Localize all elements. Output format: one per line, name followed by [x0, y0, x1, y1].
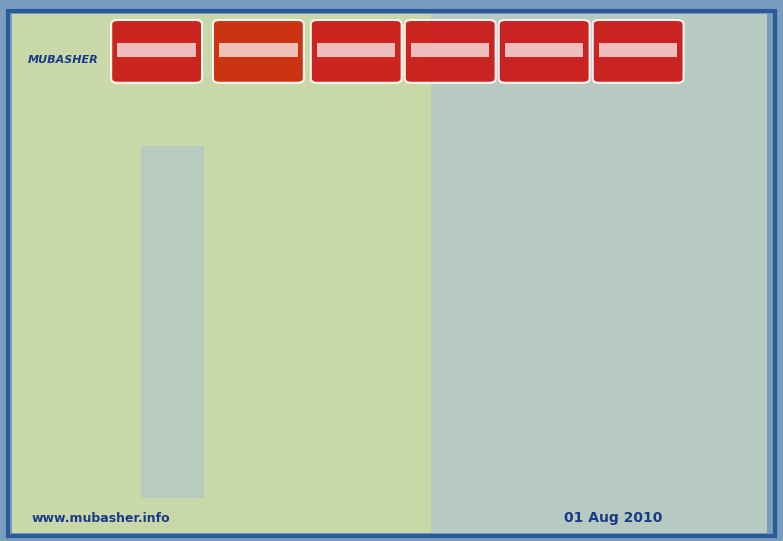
Bar [348, 325, 405, 343]
Bar [607, 325, 617, 399]
Text: -0.25%: -0.25% [570, 310, 616, 323]
Bar [456, 325, 513, 364]
Bar [139, 157, 154, 325]
Bar [219, 43, 298, 57]
Bar [499, 325, 509, 364]
Bar [391, 325, 401, 343]
Text: -0.06%: -0.06% [354, 310, 399, 323]
Bar [680, 325, 696, 428]
Bar [673, 325, 730, 428]
Bar [355, 325, 371, 343]
Text: 0.57%: 0.57% [139, 140, 180, 153]
Text: 01 Aug 2010: 01 Aug 2010 [564, 511, 662, 525]
Bar [141, 146, 204, 498]
FancyBboxPatch shape [213, 20, 304, 83]
FancyBboxPatch shape [311, 20, 402, 83]
Bar [599, 43, 677, 57]
FancyBboxPatch shape [405, 20, 496, 83]
Bar [174, 157, 184, 325]
Bar [431, 14, 767, 533]
Bar [240, 311, 296, 325]
Text: -0.35%: -0.35% [679, 310, 724, 323]
Bar [247, 311, 262, 325]
Bar [132, 157, 188, 325]
FancyBboxPatch shape [111, 20, 202, 83]
Bar [505, 43, 583, 57]
Text: MUBASHER: MUBASHER [27, 55, 98, 65]
Text: -0.13%: -0.13% [462, 310, 507, 323]
Bar [464, 325, 479, 364]
Bar [572, 325, 587, 399]
FancyBboxPatch shape [593, 20, 684, 83]
Bar [565, 325, 621, 399]
Bar [282, 311, 292, 325]
Bar [117, 43, 196, 57]
FancyBboxPatch shape [499, 20, 590, 83]
Text: 0.05%: 0.05% [247, 294, 289, 307]
Bar [411, 43, 489, 57]
Bar [716, 325, 726, 428]
Text: www.mubasher.info: www.mubasher.info [31, 512, 170, 525]
Bar [317, 43, 395, 57]
